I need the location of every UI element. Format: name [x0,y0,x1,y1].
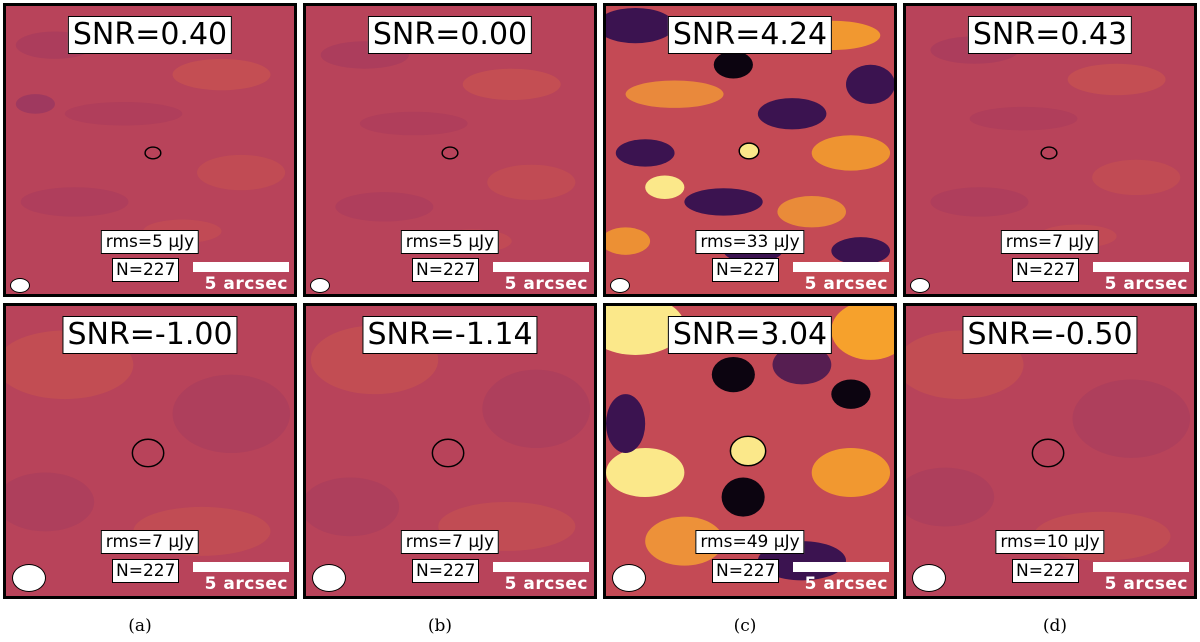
n-label: N=227 [412,258,480,282]
snr-label: SNR=0.00 [367,16,533,54]
n-label: N=227 [712,258,780,282]
scale-bar [193,262,289,272]
scale-bar [793,262,889,272]
panel-a-bottom: SNR=-1.00 rms=7 μJy N=227 5 arcsec [3,303,297,599]
rms-label: rms=5 μJy [400,230,500,254]
caption-c: (c) [733,616,757,636]
n-label: N=227 [712,559,780,583]
map-image [906,306,1194,596]
scale-bar [493,262,589,272]
snr-label: SNR=-0.50 [962,316,1138,354]
panel-b-top: SNR=0.00 rms=5 μJy N=227 5 arcsec [303,3,597,297]
scale-bar [493,562,589,572]
rms-label: rms=5 μJy [100,230,200,254]
scale-label: 5 arcsec [1104,574,1188,594]
scale-bar [793,562,889,572]
beam-ellipse [310,278,330,293]
snr-label: SNR=-1.00 [62,316,238,354]
beam-ellipse [912,564,946,592]
scale-bar [193,562,289,572]
rms-label: rms=33 μJy [695,230,805,254]
scale-label: 5 arcsec [804,274,888,294]
n-label: N=227 [112,559,180,583]
panel-c-bottom: SNR=3.04 rms=49 μJy N=227 5 arcsec [603,303,897,599]
snr-label: SNR=0.43 [967,16,1133,54]
panel-a-top: SNR=0.40 rms=5 μJy N=227 5 arcsec [3,3,297,297]
snr-label: SNR=3.04 [667,316,833,354]
beam-ellipse [910,278,930,293]
scale-label: 5 arcsec [204,574,288,594]
caption-d: (d) [1042,616,1068,636]
map-image [6,306,294,596]
beam-ellipse [612,564,646,592]
rms-label: rms=10 μJy [995,530,1105,554]
panel-b-bottom: SNR=-1.14 rms=7 μJy N=227 5 arcsec [303,303,597,599]
beam-ellipse [610,278,630,293]
scale-label: 5 arcsec [504,574,588,594]
n-label: N=227 [1012,258,1080,282]
map-image [306,6,594,294]
panel-d-bottom: SNR=-0.50 rms=10 μJy N=227 5 arcsec [903,303,1197,599]
n-label: N=227 [112,258,180,282]
n-label: N=227 [1012,559,1080,583]
rms-label: rms=7 μJy [400,530,500,554]
snr-label: SNR=-1.14 [362,316,538,354]
beam-ellipse [10,278,30,293]
n-label: N=227 [412,559,480,583]
snr-label: SNR=0.40 [67,16,233,54]
scale-label: 5 arcsec [1104,274,1188,294]
caption-b: (b) [427,616,453,636]
scale-bar [1093,262,1189,272]
beam-ellipse [12,564,46,592]
scale-label: 5 arcsec [204,274,288,294]
scale-label: 5 arcsec [504,274,588,294]
caption-a: (a) [128,616,152,636]
rms-label: rms=7 μJy [1000,230,1100,254]
beam-ellipse [312,564,346,592]
scale-label: 5 arcsec [804,574,888,594]
snr-label: SNR=4.24 [667,16,833,54]
rms-label: rms=49 μJy [695,530,805,554]
panel-d-top: SNR=0.43 rms=7 μJy N=227 5 arcsec [903,3,1197,297]
rms-label: rms=7 μJy [100,530,200,554]
panel-c-top: SNR=4.24 rms=33 μJy N=227 5 arcsec [603,3,897,297]
scale-bar [1093,562,1189,572]
